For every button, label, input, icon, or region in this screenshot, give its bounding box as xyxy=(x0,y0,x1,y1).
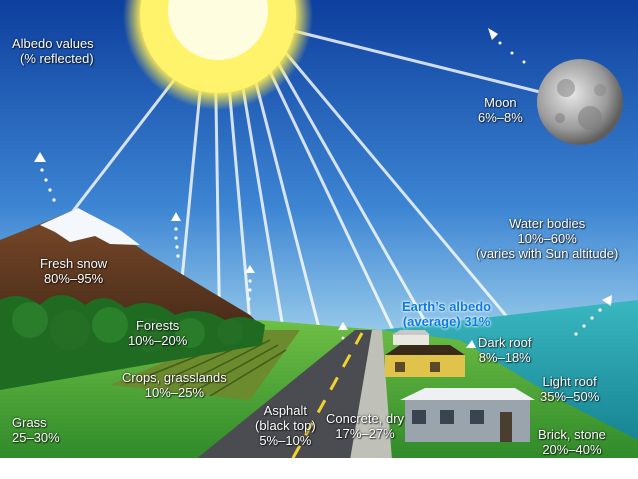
fresh-snow-label: Fresh snow 80%–95% xyxy=(40,256,107,286)
fresh-snow-name: Fresh snow xyxy=(40,256,108,271)
earth-name: Earth’s albedo xyxy=(402,299,492,314)
asphalt-name2: (black top) xyxy=(255,418,316,433)
light-roof-label: Light roof 35%–50% xyxy=(540,374,599,404)
asphalt-road xyxy=(195,330,372,460)
crops-name: Crops, grasslands xyxy=(122,370,227,385)
crops-field xyxy=(110,330,300,400)
dark-roof-value: 8%–18% xyxy=(478,350,531,365)
earth-value: (average) 31% xyxy=(402,314,491,329)
snow-cap xyxy=(40,208,140,245)
asphalt-label: Asphalt (black top) 5%–10% xyxy=(255,403,316,448)
brick-label: Brick, stone 20%–40% xyxy=(538,427,606,457)
crops-value: 10%–25% xyxy=(144,385,205,400)
grass-label: Grass 25–30% xyxy=(12,415,60,445)
small-house xyxy=(392,330,430,345)
concrete-label: Concrete, dry 17%–27% xyxy=(326,411,404,441)
forest xyxy=(0,295,265,390)
reflect-arrows xyxy=(34,152,612,348)
title-line1: Albedo values xyxy=(12,36,94,51)
water-name: Water bodies xyxy=(509,216,586,231)
title-line2: (% reflected) xyxy=(20,51,94,66)
grass-name: Grass xyxy=(12,415,47,430)
forests-value: 10%–20% xyxy=(128,333,188,348)
earth-albedo-label: Earth’s albedo (average) 31% xyxy=(402,299,491,329)
concrete-name: Concrete, dry xyxy=(326,411,405,426)
title-label: Albedo values (% reflected) xyxy=(12,36,94,66)
forests-label: Forests 10%–20% xyxy=(128,318,187,348)
light-roof-name: Light roof xyxy=(542,374,597,389)
water-note: (varies with Sun altitude) xyxy=(476,246,619,261)
moon-value: 6%–8% xyxy=(478,110,523,125)
concrete-path xyxy=(350,330,392,460)
forests-name: Forests xyxy=(135,318,180,333)
moon-label: Moon 6%–8% xyxy=(478,95,523,125)
moon-name: Moon xyxy=(484,95,517,110)
moon xyxy=(537,59,623,145)
dark-roof-name: Dark roof xyxy=(478,335,532,350)
asphalt-name: Asphalt xyxy=(263,403,308,418)
concrete-value: 17%–27% xyxy=(335,426,395,441)
moon-reflect-arrow xyxy=(488,28,526,64)
dark-roof-house xyxy=(385,345,465,377)
brick-name: Brick, stone xyxy=(538,427,606,442)
bottom-strip xyxy=(0,458,638,479)
asphalt-value: 5%–10% xyxy=(259,433,312,448)
light-roof-value: 35%–50% xyxy=(540,389,600,404)
brick-value: 20%–40% xyxy=(542,442,602,457)
water-label: Water bodies 10%–60% (varies with Sun al… xyxy=(476,216,618,261)
light-roof-house xyxy=(400,388,535,442)
crops-label: Crops, grasslands 10%–25% xyxy=(122,370,227,400)
fresh-snow-value: 80%–95% xyxy=(43,271,104,286)
dark-roof-label: Dark roof 8%–18% xyxy=(478,335,531,365)
water-value: 10%–60% xyxy=(517,231,577,246)
grass-value: 25–30% xyxy=(12,430,60,445)
